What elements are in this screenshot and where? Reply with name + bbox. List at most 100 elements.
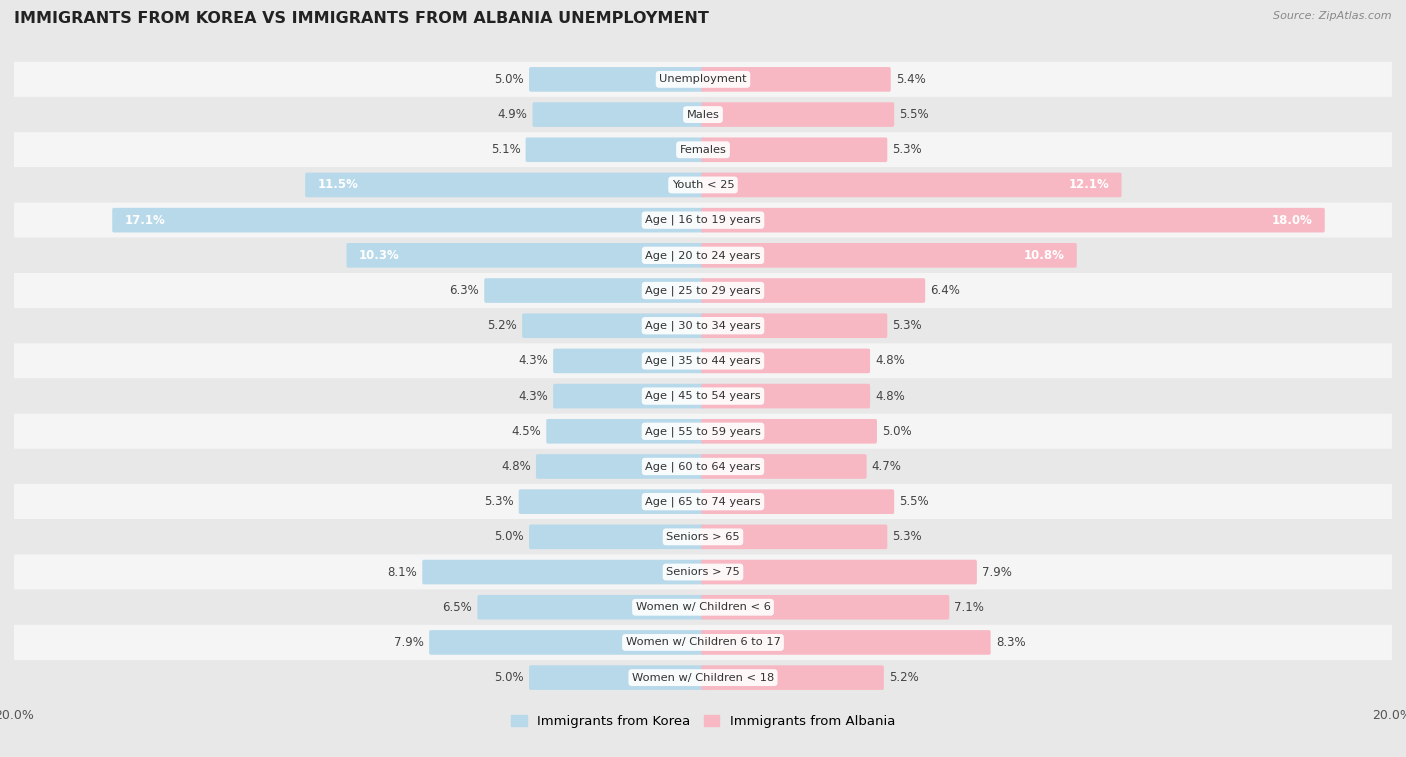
Text: 5.0%: 5.0% (495, 531, 524, 544)
FancyBboxPatch shape (484, 279, 704, 303)
FancyBboxPatch shape (14, 273, 1392, 308)
FancyBboxPatch shape (702, 489, 894, 514)
Text: 5.0%: 5.0% (882, 425, 911, 438)
Text: Women w/ Children 6 to 17: Women w/ Children 6 to 17 (626, 637, 780, 647)
FancyBboxPatch shape (112, 208, 704, 232)
Text: 5.3%: 5.3% (893, 143, 922, 156)
FancyBboxPatch shape (702, 243, 1077, 268)
FancyBboxPatch shape (702, 630, 991, 655)
FancyBboxPatch shape (14, 238, 1392, 273)
FancyBboxPatch shape (14, 203, 1392, 238)
FancyBboxPatch shape (702, 525, 887, 549)
Text: 7.9%: 7.9% (394, 636, 425, 649)
Text: Source: ZipAtlas.com: Source: ZipAtlas.com (1274, 11, 1392, 21)
FancyBboxPatch shape (702, 279, 925, 303)
FancyBboxPatch shape (14, 625, 1392, 660)
Text: Seniors > 65: Seniors > 65 (666, 532, 740, 542)
Text: 4.3%: 4.3% (519, 354, 548, 367)
Text: 18.0%: 18.0% (1272, 213, 1313, 226)
Text: 5.0%: 5.0% (495, 73, 524, 86)
Text: 4.8%: 4.8% (501, 460, 531, 473)
FancyBboxPatch shape (547, 419, 704, 444)
Text: Age | 20 to 24 years: Age | 20 to 24 years (645, 250, 761, 260)
FancyBboxPatch shape (14, 519, 1392, 554)
FancyBboxPatch shape (553, 384, 704, 409)
FancyBboxPatch shape (536, 454, 704, 478)
Text: Age | 30 to 34 years: Age | 30 to 34 years (645, 320, 761, 331)
FancyBboxPatch shape (14, 167, 1392, 203)
Text: Age | 16 to 19 years: Age | 16 to 19 years (645, 215, 761, 226)
Text: Age | 55 to 59 years: Age | 55 to 59 years (645, 426, 761, 437)
FancyBboxPatch shape (702, 348, 870, 373)
FancyBboxPatch shape (526, 138, 704, 162)
Text: 8.3%: 8.3% (995, 636, 1025, 649)
FancyBboxPatch shape (702, 419, 877, 444)
Text: 5.5%: 5.5% (900, 495, 929, 508)
FancyBboxPatch shape (14, 554, 1392, 590)
Text: 6.3%: 6.3% (450, 284, 479, 297)
FancyBboxPatch shape (533, 102, 704, 127)
FancyBboxPatch shape (14, 660, 1392, 695)
FancyBboxPatch shape (422, 559, 704, 584)
Text: 5.3%: 5.3% (484, 495, 513, 508)
Text: 6.5%: 6.5% (443, 601, 472, 614)
Text: 5.3%: 5.3% (893, 531, 922, 544)
Text: Women w/ Children < 6: Women w/ Children < 6 (636, 603, 770, 612)
Text: Age | 35 to 44 years: Age | 35 to 44 years (645, 356, 761, 366)
FancyBboxPatch shape (14, 97, 1392, 132)
Text: 17.1%: 17.1% (124, 213, 165, 226)
Text: 8.1%: 8.1% (387, 565, 418, 578)
Legend: Immigrants from Korea, Immigrants from Albania: Immigrants from Korea, Immigrants from A… (505, 709, 901, 734)
Text: Seniors > 75: Seniors > 75 (666, 567, 740, 577)
FancyBboxPatch shape (14, 449, 1392, 484)
FancyBboxPatch shape (702, 173, 1122, 198)
Text: 4.7%: 4.7% (872, 460, 901, 473)
FancyBboxPatch shape (14, 344, 1392, 378)
FancyBboxPatch shape (529, 67, 704, 92)
Text: Age | 65 to 74 years: Age | 65 to 74 years (645, 497, 761, 507)
FancyBboxPatch shape (702, 559, 977, 584)
Text: 5.2%: 5.2% (889, 671, 918, 684)
Text: 11.5%: 11.5% (318, 179, 359, 192)
Text: 4.8%: 4.8% (875, 390, 905, 403)
FancyBboxPatch shape (305, 173, 704, 198)
FancyBboxPatch shape (14, 308, 1392, 344)
FancyBboxPatch shape (522, 313, 704, 338)
FancyBboxPatch shape (702, 208, 1324, 232)
FancyBboxPatch shape (702, 454, 866, 478)
FancyBboxPatch shape (702, 595, 949, 619)
Text: 5.2%: 5.2% (488, 319, 517, 332)
Text: 5.5%: 5.5% (900, 108, 929, 121)
FancyBboxPatch shape (346, 243, 704, 268)
FancyBboxPatch shape (553, 348, 704, 373)
Text: IMMIGRANTS FROM KOREA VS IMMIGRANTS FROM ALBANIA UNEMPLOYMENT: IMMIGRANTS FROM KOREA VS IMMIGRANTS FROM… (14, 11, 709, 26)
FancyBboxPatch shape (429, 630, 704, 655)
Text: 5.3%: 5.3% (893, 319, 922, 332)
FancyBboxPatch shape (702, 67, 891, 92)
FancyBboxPatch shape (702, 313, 887, 338)
Text: 4.8%: 4.8% (875, 354, 905, 367)
FancyBboxPatch shape (529, 525, 704, 549)
FancyBboxPatch shape (14, 484, 1392, 519)
Text: Age | 25 to 29 years: Age | 25 to 29 years (645, 285, 761, 296)
Text: 10.8%: 10.8% (1024, 249, 1064, 262)
FancyBboxPatch shape (14, 590, 1392, 625)
Text: 6.4%: 6.4% (931, 284, 960, 297)
Text: Women w/ Children < 18: Women w/ Children < 18 (631, 673, 775, 683)
FancyBboxPatch shape (702, 384, 870, 409)
FancyBboxPatch shape (14, 413, 1392, 449)
Text: Males: Males (686, 110, 720, 120)
FancyBboxPatch shape (14, 378, 1392, 413)
FancyBboxPatch shape (702, 102, 894, 127)
Text: Youth < 25: Youth < 25 (672, 180, 734, 190)
Text: 7.1%: 7.1% (955, 601, 984, 614)
Text: Age | 45 to 54 years: Age | 45 to 54 years (645, 391, 761, 401)
Text: Age | 60 to 64 years: Age | 60 to 64 years (645, 461, 761, 472)
FancyBboxPatch shape (702, 138, 887, 162)
FancyBboxPatch shape (478, 595, 704, 619)
Text: 10.3%: 10.3% (359, 249, 399, 262)
FancyBboxPatch shape (529, 665, 704, 690)
Text: 4.9%: 4.9% (498, 108, 527, 121)
Text: 4.5%: 4.5% (512, 425, 541, 438)
Text: Unemployment: Unemployment (659, 74, 747, 84)
